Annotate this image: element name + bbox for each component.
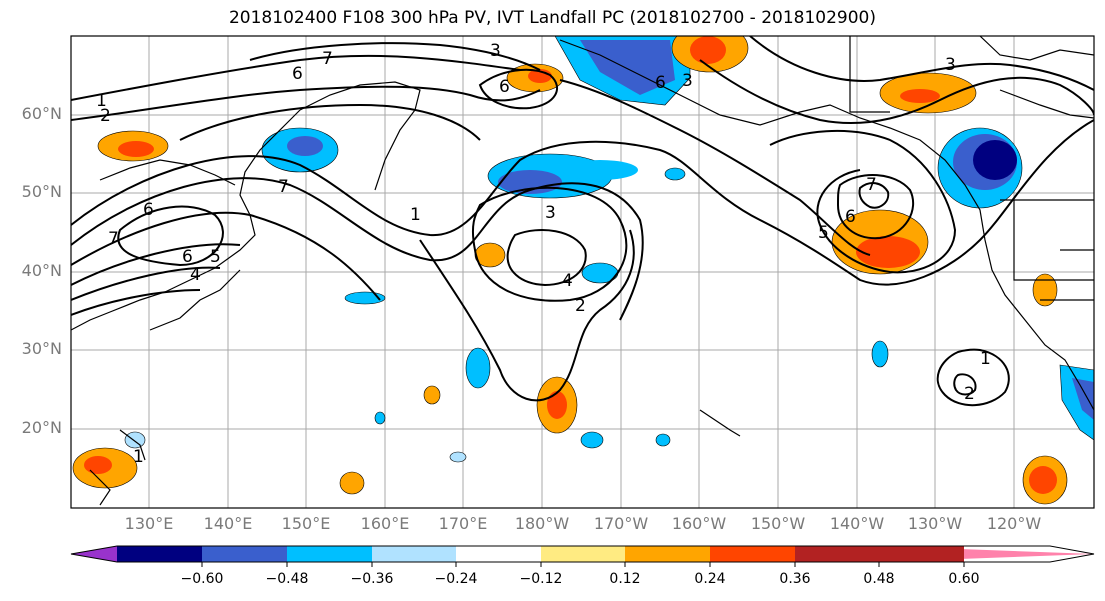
contour-label: 6 bbox=[655, 73, 666, 93]
contour-label: 4 bbox=[562, 271, 573, 291]
lat-label: 20°N bbox=[21, 418, 62, 437]
contour-label-group: 1 2 7 6 3 6 6 3 3 7 6 5 4 6 7 1 3 4 2 7 … bbox=[96, 41, 991, 467]
lon-label: 170°W bbox=[593, 514, 649, 533]
contour-label: 2 bbox=[575, 296, 586, 316]
map-title: 2018102400 F108 300 hPa PV, IVT Landfall… bbox=[228, 8, 876, 28]
lon-label: 130°E bbox=[124, 514, 174, 533]
lon-label: 140°W bbox=[829, 514, 885, 533]
colorbar-tick-label: 0.24 bbox=[694, 571, 726, 587]
contour-label: 3 bbox=[545, 203, 556, 223]
contour-label: 3 bbox=[945, 55, 956, 75]
lat-label: 40°N bbox=[21, 261, 62, 280]
contour-label: 6 bbox=[499, 77, 510, 97]
pv-contours bbox=[71, 36, 1094, 407]
contour-label: 7 bbox=[278, 177, 289, 197]
contour-label: 1 bbox=[133, 447, 144, 467]
lon-label: 160°W bbox=[671, 514, 727, 533]
colorbar-tick-label: −0.24 bbox=[434, 571, 478, 587]
colorbar-tick-label: −0.12 bbox=[519, 571, 563, 587]
contour-label: 4 bbox=[190, 265, 201, 285]
colorbar-bin bbox=[117, 546, 202, 562]
contour-label: 7 bbox=[866, 175, 877, 195]
colorbar bbox=[70, 545, 1095, 567]
colorbar-bin bbox=[541, 546, 625, 562]
map-frame bbox=[70, 35, 1095, 509]
contour-label: 3 bbox=[682, 71, 693, 91]
contour-label: 2 bbox=[964, 384, 975, 404]
contour-label: 1 bbox=[96, 91, 107, 111]
colorbar-tick-label: 0.12 bbox=[609, 571, 641, 587]
contour-label: 3 bbox=[490, 41, 501, 61]
contour-label: 1 bbox=[410, 205, 421, 225]
contour-label: 6 bbox=[182, 247, 193, 267]
contour-label: 6 bbox=[143, 200, 154, 220]
contour-label: 7 bbox=[322, 49, 333, 69]
contour-label: 5 bbox=[210, 247, 221, 267]
lat-label: 60°N bbox=[21, 104, 62, 123]
colorbar-tick-label: −0.36 bbox=[350, 571, 394, 587]
colorbar-tick-label: 0.48 bbox=[863, 571, 895, 587]
lon-label: 180°W bbox=[514, 514, 570, 533]
contour-label: 7 bbox=[108, 229, 119, 249]
contour-label: 1 bbox=[980, 349, 991, 369]
colorbar-tick-label: 0.60 bbox=[948, 571, 980, 587]
contour-label: 6 bbox=[292, 64, 303, 84]
coastlines bbox=[71, 36, 1094, 506]
colorbar-bin bbox=[372, 546, 456, 562]
colorbar-extend-low bbox=[71, 546, 117, 562]
lat-label: 50°N bbox=[21, 182, 62, 201]
contour-label: 5 bbox=[818, 223, 829, 243]
colorbar-bin bbox=[795, 546, 879, 562]
lat-label: 30°N bbox=[21, 339, 62, 358]
lon-label: 120°W bbox=[986, 514, 1042, 533]
colorbar-bin bbox=[287, 546, 372, 562]
lon-label: 170°E bbox=[438, 514, 488, 533]
colorbar-tick-label: −0.48 bbox=[265, 571, 309, 587]
lon-label: 150°W bbox=[750, 514, 806, 533]
colorbar-bin bbox=[625, 546, 710, 562]
colorbar-bin bbox=[202, 546, 287, 562]
colorbar-tick-label: 0.36 bbox=[779, 571, 811, 587]
lon-label: 150°E bbox=[281, 514, 331, 533]
colorbar-bin bbox=[879, 546, 964, 562]
contour-label: 2 bbox=[100, 106, 111, 126]
contour-label: 6 bbox=[845, 207, 856, 227]
lon-label: 140°E bbox=[203, 514, 253, 533]
lon-label: 160°E bbox=[360, 514, 410, 533]
colorbar-bin bbox=[456, 546, 541, 562]
lon-label: 130°W bbox=[907, 514, 963, 533]
colorbar-bin bbox=[710, 546, 795, 562]
colorbar-tick-label: −0.60 bbox=[180, 571, 224, 587]
